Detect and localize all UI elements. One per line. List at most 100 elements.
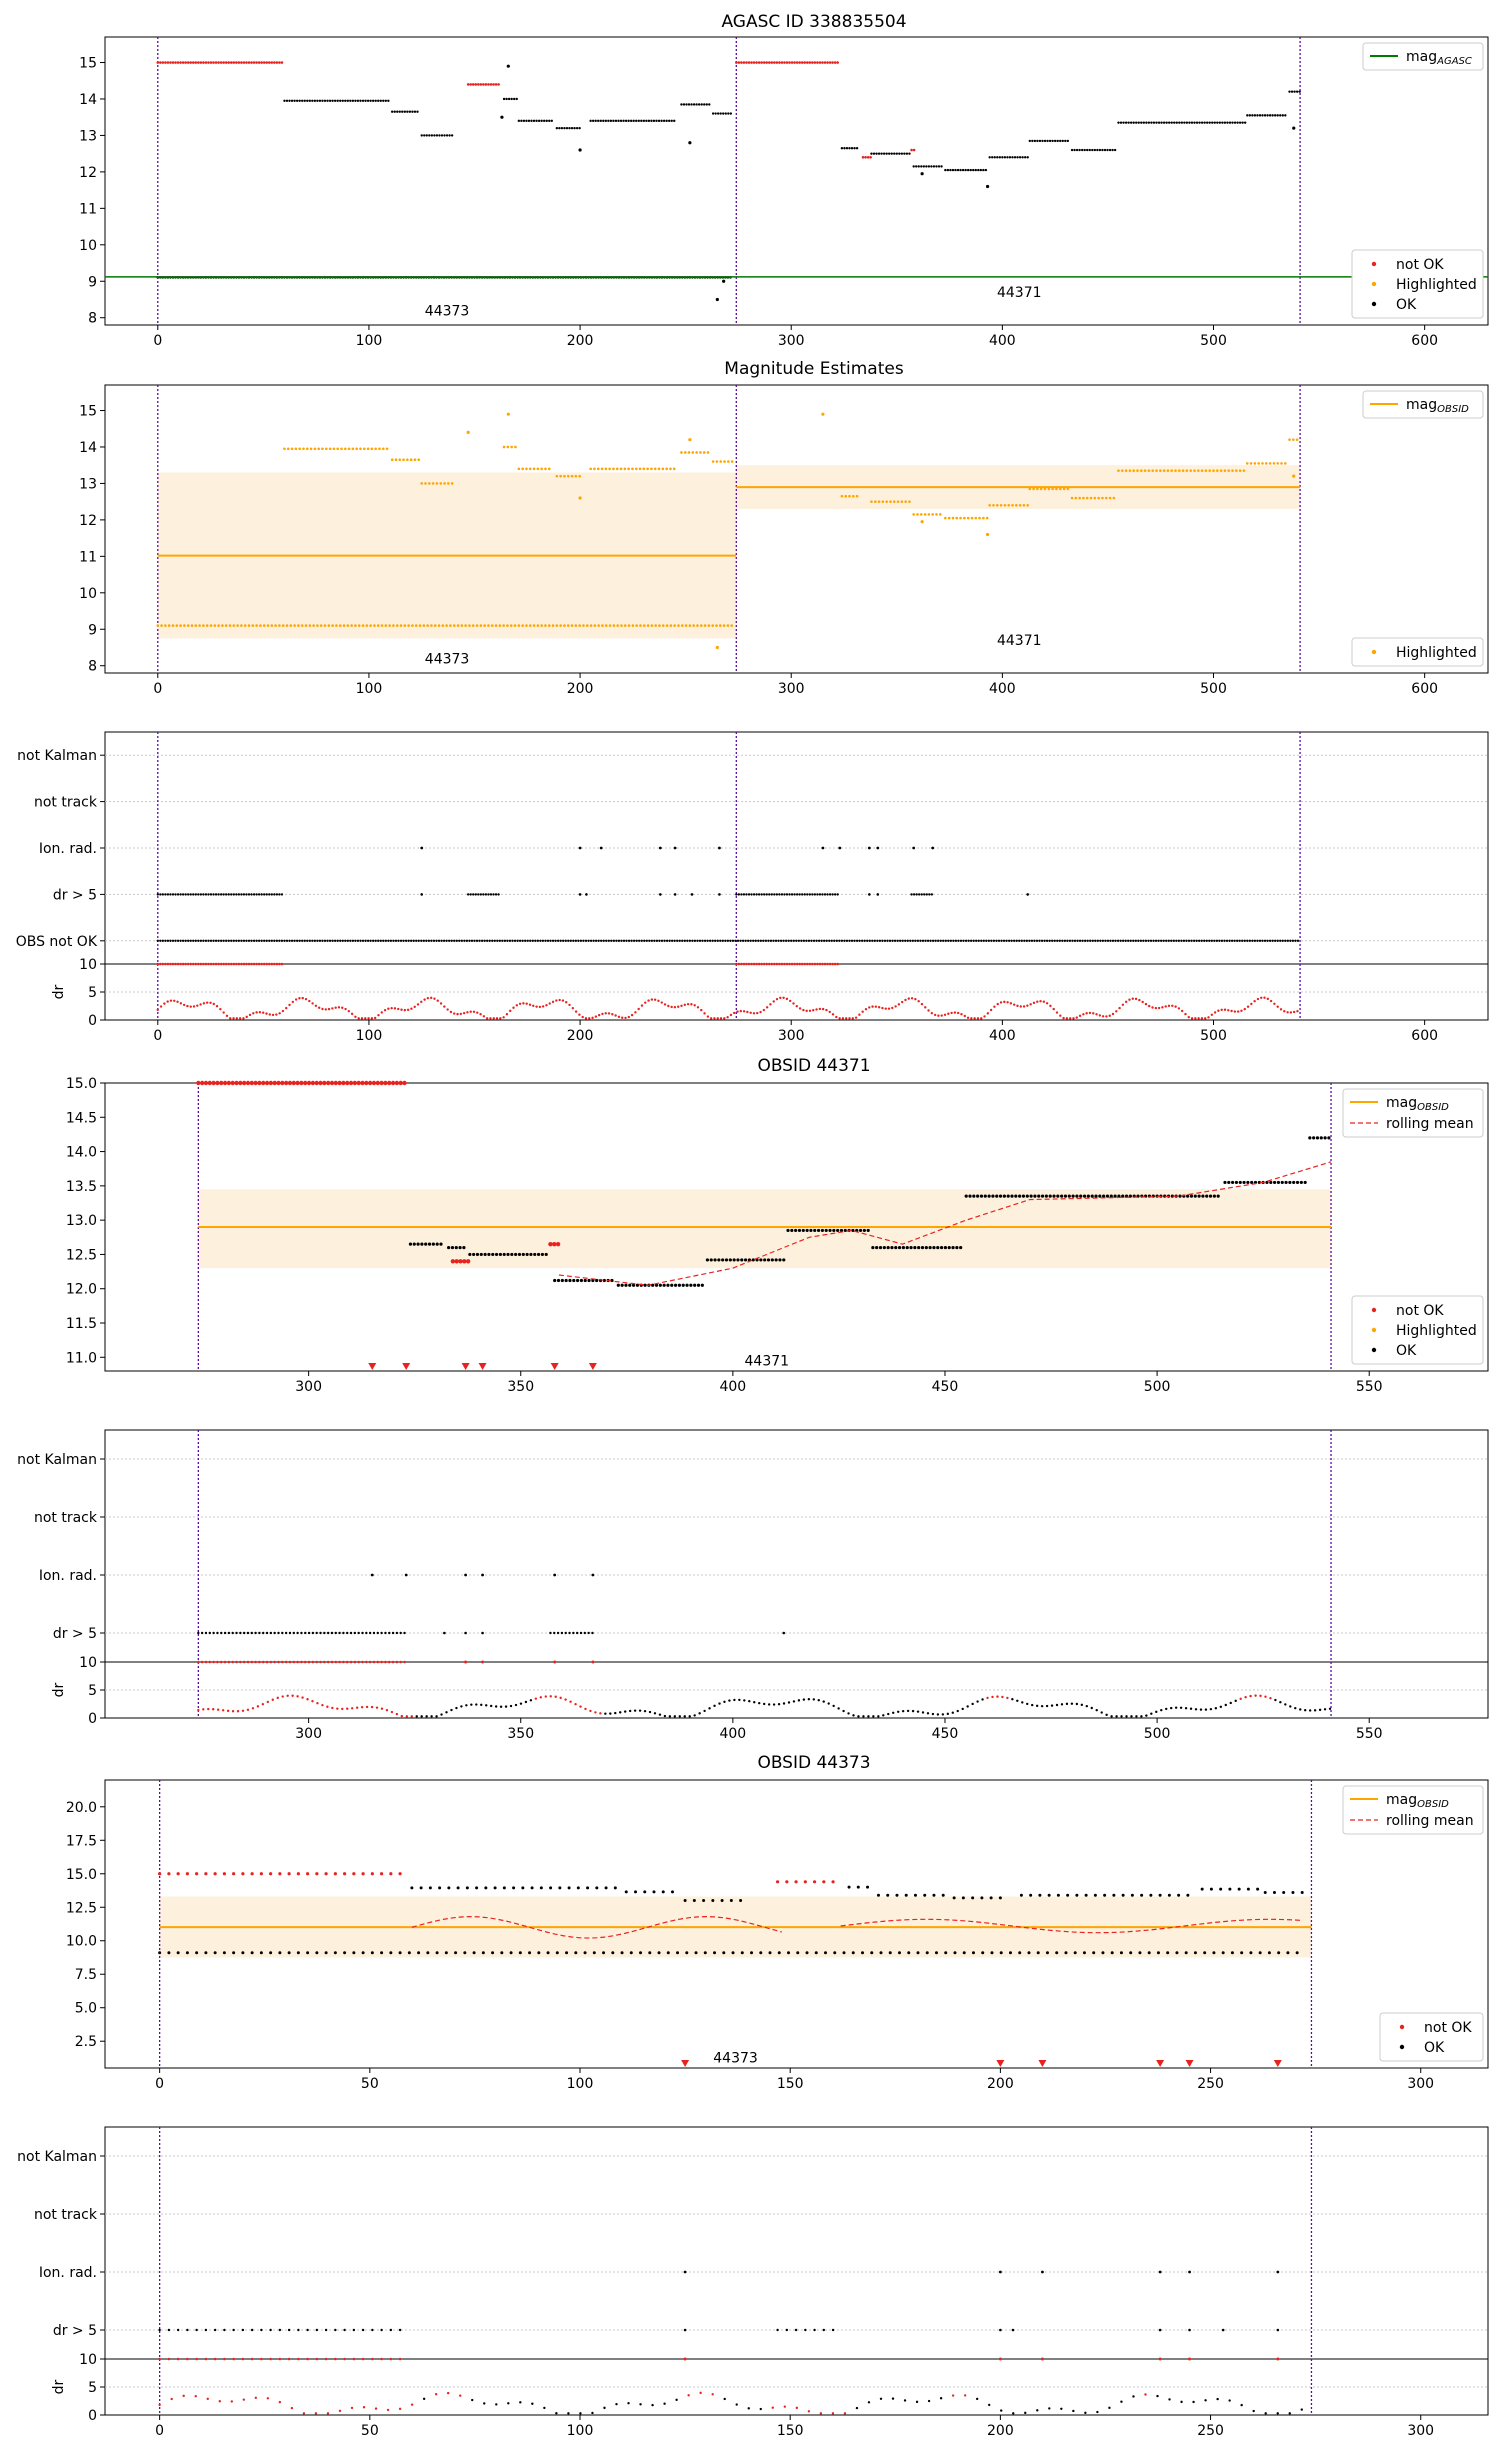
ok-point — [968, 1194, 972, 1198]
dr5-point — [808, 893, 812, 896]
dr5-point — [740, 893, 743, 896]
dr-point — [1197, 1017, 1200, 1020]
dr-point — [847, 1712, 850, 1715]
dr-point — [663, 1003, 667, 1006]
dr5-point — [910, 893, 913, 896]
dr-point — [1001, 1695, 1004, 1699]
highlighted-point — [639, 624, 642, 627]
baseline-point — [278, 276, 281, 279]
ok-point — [1286, 1951, 1290, 1955]
legend-not-ok-label: not OK — [1424, 2020, 1472, 2036]
dr5-point — [915, 893, 918, 896]
obs-not-ok-point — [1152, 939, 1155, 942]
obs-not-ok-point — [179, 939, 182, 942]
ok-point — [908, 152, 911, 155]
obs-not-ok-point — [361, 939, 365, 942]
obs-not-ok-point — [784, 939, 788, 942]
dr-not-ok-point — [247, 962, 251, 966]
dr5-point — [338, 1631, 341, 1635]
highlighted-point — [373, 624, 376, 627]
ok-point — [602, 1951, 606, 1955]
ok-point — [720, 1899, 724, 1903]
ok-point — [1212, 1194, 1216, 1198]
dr-not-ok-point — [176, 2357, 180, 2361]
ok-point — [553, 1278, 557, 1283]
dr5-point — [481, 1631, 484, 1635]
not-ok-point — [912, 148, 916, 152]
obs-not-ok-point — [627, 939, 631, 942]
dr5-point — [1158, 2328, 1162, 2332]
ok-point — [510, 1252, 514, 1257]
dr-point — [989, 1008, 993, 1012]
dr-not-ok-point — [171, 962, 175, 966]
not-ok-point — [794, 1880, 798, 1884]
obs-not-ok-point — [706, 939, 709, 942]
baseline-point — [584, 276, 587, 279]
not-ok-point — [250, 1872, 254, 1876]
dr-point — [1250, 1002, 1253, 1006]
not-ok-point — [402, 1080, 407, 1086]
baseline-point — [356, 276, 359, 279]
dr-point — [699, 2391, 702, 2395]
ok-point — [843, 146, 846, 150]
dr-point — [1100, 1711, 1103, 1714]
dr-not-ok-point — [219, 1660, 223, 1664]
baseline-point — [526, 276, 529, 279]
baseline-point — [227, 276, 230, 279]
dr-point — [1249, 1694, 1252, 1698]
dr-point — [446, 2391, 450, 2395]
highlighted-point — [1155, 469, 1158, 472]
x-tick-label: 550 — [1356, 1379, 1383, 1395]
obs-not-ok-point — [442, 939, 446, 942]
dr-point — [567, 2412, 570, 2415]
not-ok-point — [257, 1080, 262, 1086]
highlighted-point — [1112, 496, 1116, 500]
dr-point — [675, 2398, 678, 2402]
highlighted-point — [985, 516, 989, 520]
obs-not-ok-point — [891, 939, 894, 942]
not-ok-point — [371, 1080, 377, 1086]
dr-point — [226, 1709, 230, 1713]
ok-point — [315, 1951, 319, 1955]
highlighted-point — [1015, 504, 1018, 507]
dr-point — [271, 1698, 274, 1701]
highlighted-point — [673, 624, 676, 627]
ok-point — [1295, 1951, 1299, 1955]
ok-point — [1106, 148, 1109, 152]
baseline-point — [422, 276, 425, 279]
ok-point — [687, 103, 691, 106]
ok-point — [1246, 1887, 1250, 1891]
rolling-mean-line — [840, 1918, 1304, 1934]
dr-point — [713, 1704, 716, 1708]
x-tick-label: 400 — [719, 1379, 746, 1395]
dr-point — [1234, 1699, 1237, 1703]
obs-not-ok-point — [807, 939, 811, 942]
dr-point — [658, 1713, 662, 1716]
not-ok-point — [775, 61, 779, 64]
dr5-point — [556, 1631, 560, 1635]
ok-point — [690, 103, 693, 106]
not-ok-point — [247, 61, 251, 64]
baseline-point — [579, 276, 582, 279]
not-ok-point — [390, 1080, 396, 1086]
ok-point — [574, 1951, 578, 1955]
highlighted-point — [487, 624, 490, 627]
obs-not-ok-point — [556, 939, 560, 942]
dr-not-ok-point — [816, 962, 819, 966]
obs-not-ok-point — [726, 939, 730, 942]
obs-not-ok-point — [670, 939, 674, 942]
highlighted-point — [194, 624, 198, 627]
highlighted-point — [995, 504, 999, 507]
obs-not-ok-point — [967, 939, 970, 942]
dr-tick-label: 0 — [88, 1013, 97, 1029]
ok-point — [820, 1228, 824, 1233]
dr-point — [987, 2403, 991, 2407]
dr-point — [812, 1008, 815, 1012]
baseline-point — [258, 276, 261, 279]
ok-point — [1189, 1194, 1194, 1198]
y-tick-label: 13.5 — [66, 1179, 97, 1195]
obs-not-ok-point — [574, 939, 578, 942]
obs-not-ok-point — [741, 939, 745, 942]
dr-not-ok-point — [353, 1660, 357, 1664]
ok-point — [1105, 1194, 1110, 1198]
